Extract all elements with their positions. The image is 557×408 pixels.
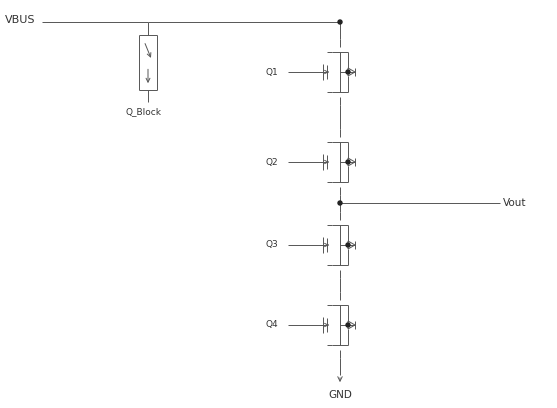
Text: VBUS: VBUS: [5, 15, 36, 25]
Text: GND: GND: [328, 390, 352, 400]
Circle shape: [346, 243, 350, 247]
Circle shape: [346, 70, 350, 74]
Text: Q3: Q3: [266, 240, 278, 250]
Circle shape: [346, 323, 350, 327]
Circle shape: [338, 201, 342, 205]
Text: Q_Block: Q_Block: [126, 107, 162, 117]
Text: Q4: Q4: [266, 321, 278, 330]
Circle shape: [338, 20, 342, 24]
Text: Q1: Q1: [266, 67, 278, 77]
Text: Q2: Q2: [266, 157, 278, 166]
Text: Vout: Vout: [503, 198, 526, 208]
Circle shape: [346, 160, 350, 164]
